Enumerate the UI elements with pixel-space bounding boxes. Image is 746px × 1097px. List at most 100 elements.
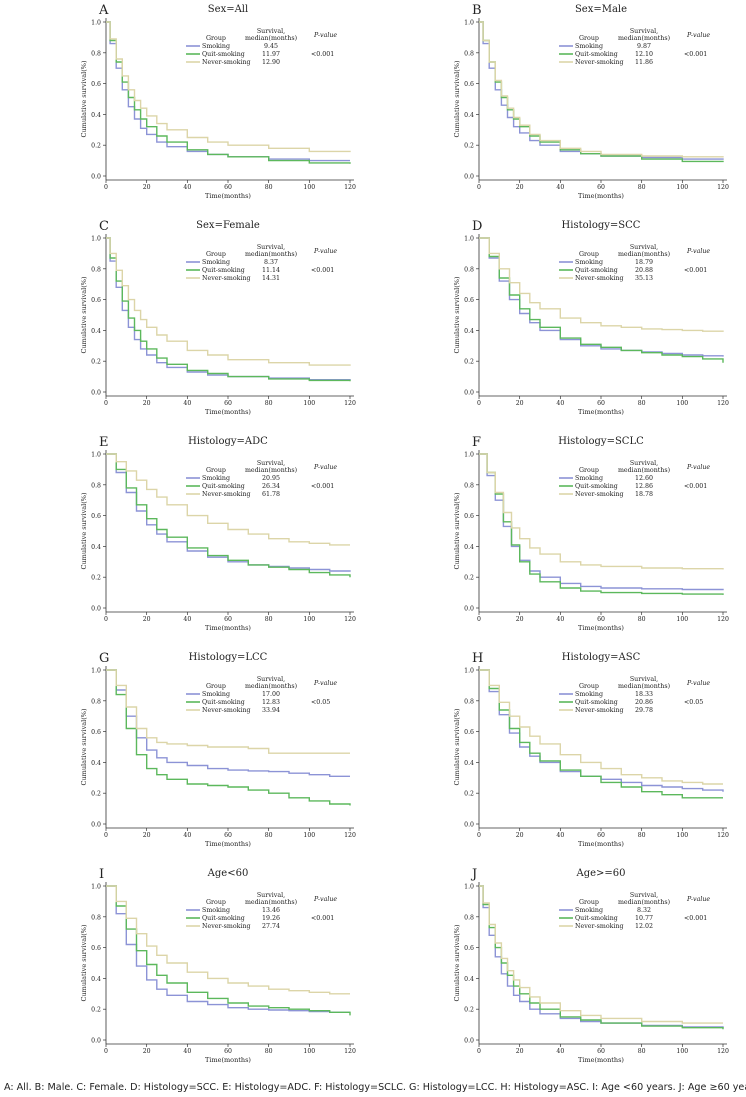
y-tick-label: 0.0 bbox=[91, 606, 101, 613]
x-tick-label: 60 bbox=[597, 184, 605, 191]
x-tick-label: 100 bbox=[303, 616, 315, 623]
y-tick-label: 1.0 bbox=[91, 452, 101, 459]
legend-header-median: median(months) bbox=[245, 251, 297, 258]
panel-letter: F bbox=[472, 435, 481, 450]
x-tick-label: 80 bbox=[265, 832, 273, 839]
x-tick-label: 60 bbox=[224, 616, 232, 623]
legend-series-name: Quit-smoking bbox=[575, 51, 618, 58]
legend-header-pvalue: P-value bbox=[686, 248, 710, 255]
km-curve-never-smoking bbox=[479, 669, 723, 785]
legend-series-name: Quit-smoking bbox=[575, 699, 618, 706]
legend-header-survival: Survival, bbox=[257, 676, 285, 683]
x-tick-label: 80 bbox=[638, 1048, 646, 1055]
y-tick-label: 0.4 bbox=[464, 112, 474, 119]
legend-header-median: median(months) bbox=[618, 467, 670, 474]
x-tick-label: 80 bbox=[638, 616, 646, 623]
chart-title: Histology=SCLC bbox=[558, 436, 644, 447]
x-tick-label: 0 bbox=[104, 832, 108, 839]
chart-panel-h: H Histology=ASC 0.0 0.2 0.4 0.6 0.8 1.0 0 20 40 60 8… bbox=[453, 651, 729, 848]
legend-series-name: Quit-smoking bbox=[202, 915, 245, 922]
legend-median-value: 27.74 bbox=[262, 923, 280, 930]
x-tick-label: 100 bbox=[303, 400, 315, 407]
x-tick-label: 100 bbox=[676, 184, 688, 191]
panel-letter: J bbox=[470, 867, 477, 882]
x-tick-label: 20 bbox=[516, 184, 524, 191]
x-tick-label: 80 bbox=[265, 1048, 273, 1055]
x-tick-label: 20 bbox=[143, 1048, 151, 1055]
legend-series-name: Smoking bbox=[575, 43, 603, 50]
legend-header-median: median(months) bbox=[245, 35, 297, 42]
chart-panel-a: A Sex=All 0.0 0.2 0.4 0.6 0.8 1.0 0 20 40 60 80 100 12… bbox=[80, 3, 356, 200]
y-tick-label: 0.6 bbox=[91, 729, 101, 736]
y-tick-label: 1.0 bbox=[464, 884, 474, 891]
chart-panel-f: F Histology=SCLC 0.0 0.2 0.4 0.6 0.8 1.0 0 20 40 60… bbox=[453, 435, 729, 632]
panel-letter: G bbox=[99, 651, 109, 666]
x-tick-label: 100 bbox=[303, 1048, 315, 1055]
legend-header-median: median(months) bbox=[618, 683, 670, 690]
legend-series-name: Never-smoking bbox=[202, 707, 251, 714]
legend-header-survival: Survival, bbox=[630, 28, 658, 35]
y-tick-label: 0.2 bbox=[464, 143, 474, 150]
y-tick-label: 0.8 bbox=[464, 914, 474, 921]
y-tick-label: 0.6 bbox=[464, 81, 474, 88]
y-tick-label: 0.0 bbox=[91, 390, 101, 397]
y-tick-label: 0.2 bbox=[91, 359, 101, 366]
legend-median-value: 20.88 bbox=[635, 267, 653, 274]
y-tick-label: 0.0 bbox=[464, 174, 474, 181]
chart-title: Sex=Male bbox=[575, 4, 627, 15]
x-tick-label: 80 bbox=[638, 400, 646, 407]
x-tick-label: 120 bbox=[717, 184, 729, 191]
legend-series-name: Quit-smoking bbox=[575, 915, 618, 922]
x-tick-label: 100 bbox=[676, 1048, 688, 1055]
legend-header-survival: Survival, bbox=[630, 892, 658, 899]
legend-median-value: 18.33 bbox=[635, 691, 653, 698]
x-tick-label: 100 bbox=[303, 832, 315, 839]
legend-median-value: 18.78 bbox=[635, 491, 653, 498]
legend-series-name: Never-smoking bbox=[202, 923, 251, 930]
legend-header-median: median(months) bbox=[618, 35, 670, 42]
x-axis-label: Time(months) bbox=[205, 408, 251, 416]
y-tick-label: 0.8 bbox=[91, 266, 101, 273]
legend-median-value: 12.10 bbox=[635, 51, 653, 58]
legend-pvalue: <0.001 bbox=[684, 483, 707, 490]
y-axis-label: Cumulative survival(%) bbox=[80, 276, 88, 353]
y-tick-label: 1.0 bbox=[91, 20, 101, 27]
legend-header-pvalue: P-value bbox=[313, 464, 337, 471]
y-tick-label: 0.2 bbox=[91, 1007, 101, 1014]
km-curve-quit-smoking bbox=[106, 885, 351, 1016]
legend-header-survival: Survival, bbox=[630, 244, 658, 251]
y-tick-label: 0.0 bbox=[91, 174, 101, 181]
legend-pvalue: <0.001 bbox=[311, 51, 334, 58]
y-tick-label: 0.6 bbox=[464, 945, 474, 952]
legend-median-value: 12.83 bbox=[262, 699, 280, 706]
y-tick-label: 0.6 bbox=[91, 81, 101, 88]
y-tick-label: 0.0 bbox=[464, 822, 474, 829]
km-curve-smoking bbox=[106, 453, 351, 572]
legend-header-group: Group bbox=[579, 251, 599, 258]
legend-series-name: Smoking bbox=[575, 691, 603, 698]
chart-panel-c: C Sex=Female 0.0 0.2 0.4 0.6 0.8 1.0 0 20 40 60 80 10… bbox=[80, 219, 356, 416]
x-tick-label: 40 bbox=[556, 400, 564, 407]
x-axis-label: Time(months) bbox=[205, 624, 251, 632]
legend-series-name: Smoking bbox=[202, 259, 230, 266]
km-curve-quit-smoking bbox=[479, 453, 724, 595]
x-tick-label: 0 bbox=[477, 184, 481, 191]
km-curve-smoking bbox=[479, 669, 724, 792]
x-tick-label: 120 bbox=[717, 1048, 729, 1055]
legend-series-name: Quit-smoking bbox=[575, 483, 618, 490]
legend-header-survival: Survival, bbox=[257, 244, 285, 251]
legend-series-name: Never-smoking bbox=[575, 275, 624, 282]
x-tick-label: 120 bbox=[717, 832, 729, 839]
x-tick-label: 60 bbox=[224, 184, 232, 191]
y-tick-label: 0.0 bbox=[464, 606, 474, 613]
x-axis-label: Time(months) bbox=[578, 192, 624, 200]
x-tick-label: 60 bbox=[597, 400, 605, 407]
x-tick-label: 40 bbox=[183, 616, 191, 623]
y-axis-label: Cumulative survival(%) bbox=[453, 708, 461, 785]
legend-header-median: median(months) bbox=[618, 251, 670, 258]
km-curve-never-smoking bbox=[106, 21, 351, 153]
y-axis-label: Cumulative survival(%) bbox=[80, 492, 88, 569]
legend-series-name: Smoking bbox=[202, 475, 230, 482]
legend-median-value: 14.31 bbox=[262, 275, 280, 282]
x-tick-label: 60 bbox=[224, 400, 232, 407]
